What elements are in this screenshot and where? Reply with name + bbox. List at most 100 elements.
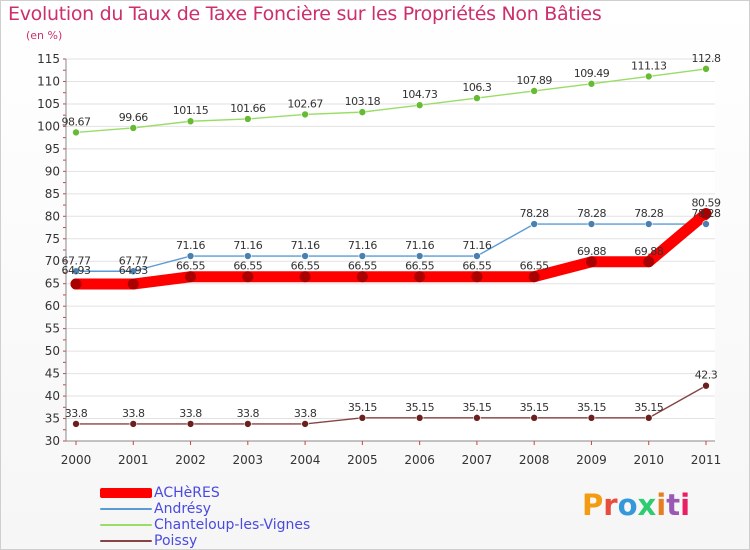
data-point bbox=[702, 381, 710, 390]
data-label: 35.15 bbox=[348, 401, 377, 414]
x-tick-label: 2007 bbox=[462, 453, 493, 467]
logo-letter: x bbox=[637, 488, 657, 522]
data-point bbox=[530, 87, 538, 95]
data-point bbox=[244, 420, 252, 428]
y-tick-label: 30 bbox=[45, 434, 60, 448]
data-point bbox=[700, 208, 712, 220]
x-tick-label: 2003 bbox=[233, 453, 264, 467]
x-tick-label: 2001 bbox=[118, 453, 149, 467]
data-label: 66.55 bbox=[520, 260, 549, 273]
data-point bbox=[301, 420, 309, 428]
data-point bbox=[471, 271, 483, 283]
x-tick-label: 2002 bbox=[175, 453, 206, 467]
data-point bbox=[242, 271, 254, 283]
y-tick-label: 45 bbox=[45, 367, 60, 381]
data-point bbox=[301, 110, 309, 119]
data-point bbox=[358, 414, 367, 422]
data-point bbox=[702, 220, 710, 228]
logo-letter: r bbox=[603, 488, 618, 522]
legend-label: Chanteloup-les-Vignes bbox=[154, 517, 311, 533]
data-point bbox=[585, 256, 597, 268]
y-tick-label: 55 bbox=[45, 322, 60, 336]
data-point bbox=[415, 252, 424, 260]
data-label: 66.55 bbox=[348, 260, 377, 273]
logo-letter: P bbox=[582, 488, 604, 522]
data-point bbox=[587, 220, 596, 228]
y-tick-label: 110 bbox=[37, 74, 60, 88]
data-label: 98.67 bbox=[62, 115, 91, 128]
data-label: 42.3 bbox=[695, 369, 718, 382]
data-label: 66.55 bbox=[176, 260, 205, 273]
data-point bbox=[358, 108, 367, 116]
data-point bbox=[644, 72, 653, 81]
logo-letter: o bbox=[617, 488, 638, 522]
data-label: 67.77 bbox=[119, 254, 148, 267]
data-point bbox=[473, 414, 481, 422]
data-label: 101.66 bbox=[230, 102, 266, 115]
data-point bbox=[530, 220, 538, 228]
data-label: 71.16 bbox=[348, 239, 377, 252]
data-label: 69.88 bbox=[577, 245, 606, 258]
plot-area bbox=[66, 59, 715, 441]
x-tick-label: 2010 bbox=[633, 453, 664, 467]
data-point bbox=[644, 220, 653, 228]
data-point bbox=[415, 414, 424, 422]
data-label: 107.89 bbox=[516, 74, 552, 87]
legend-swatch bbox=[100, 540, 152, 542]
y-tick-label: 40 bbox=[45, 389, 60, 403]
y-tick-label: 100 bbox=[37, 119, 60, 133]
y-tick-label: 50 bbox=[45, 344, 60, 358]
data-point bbox=[72, 420, 80, 428]
data-label: 99.66 bbox=[119, 111, 148, 124]
y-tick-label: 60 bbox=[45, 299, 60, 313]
proxiti-logo: Proxiti bbox=[582, 488, 690, 522]
data-label: 71.16 bbox=[233, 239, 262, 252]
data-label: 103.18 bbox=[345, 95, 381, 108]
data-label: 35.15 bbox=[462, 401, 491, 414]
series-line-andr-sy bbox=[75, 223, 707, 272]
data-point bbox=[473, 252, 481, 260]
x-tick-label: 2008 bbox=[519, 453, 550, 467]
data-label: 66.55 bbox=[405, 260, 434, 273]
data-label: 64.93 bbox=[62, 264, 91, 277]
data-label: 66.55 bbox=[233, 260, 262, 273]
data-point bbox=[587, 79, 596, 88]
legend: ACHèRES Andrésy Chanteloup-les-Vignes Poiss… bbox=[100, 485, 310, 549]
x-tick-label: 2000 bbox=[61, 453, 92, 467]
data-label: 101.15 bbox=[173, 104, 209, 117]
data-label: 78.28 bbox=[577, 207, 606, 220]
y-tick-label: 105 bbox=[37, 97, 60, 111]
data-point bbox=[702, 65, 710, 73]
y-tick-label: 35 bbox=[45, 412, 60, 426]
data-point bbox=[528, 271, 540, 283]
data-point bbox=[72, 267, 80, 276]
data-point bbox=[358, 252, 367, 260]
data-point bbox=[70, 278, 82, 290]
data-label: 111.13 bbox=[631, 59, 667, 72]
data-point bbox=[415, 101, 424, 109]
logo-letter: i bbox=[680, 488, 691, 522]
data-label: 104.73 bbox=[402, 88, 438, 101]
data-point bbox=[473, 94, 481, 102]
data-point bbox=[185, 271, 197, 283]
data-point bbox=[301, 252, 309, 260]
series-line-poissy bbox=[75, 385, 707, 425]
data-label: 80.59 bbox=[692, 197, 721, 210]
x-tick-label: 2011 bbox=[691, 453, 722, 467]
x-tick-label: 2004 bbox=[290, 453, 321, 467]
data-label: 35.15 bbox=[520, 401, 549, 414]
legend-swatch bbox=[100, 488, 152, 498]
data-label: 71.16 bbox=[405, 239, 434, 252]
legend-label: ACHèRES bbox=[154, 485, 220, 501]
data-label: 78.28 bbox=[520, 207, 549, 220]
data-label: 64.93 bbox=[119, 264, 148, 277]
data-point bbox=[244, 115, 252, 123]
y-tick-label: 115 bbox=[37, 52, 60, 66]
y-tick-label: 85 bbox=[45, 187, 60, 201]
legend-item: Chanteloup-les-Vignes bbox=[100, 517, 310, 533]
legend-swatch bbox=[100, 524, 152, 526]
data-point bbox=[186, 252, 195, 260]
data-point bbox=[530, 414, 538, 422]
logo-letter: i bbox=[656, 488, 667, 522]
